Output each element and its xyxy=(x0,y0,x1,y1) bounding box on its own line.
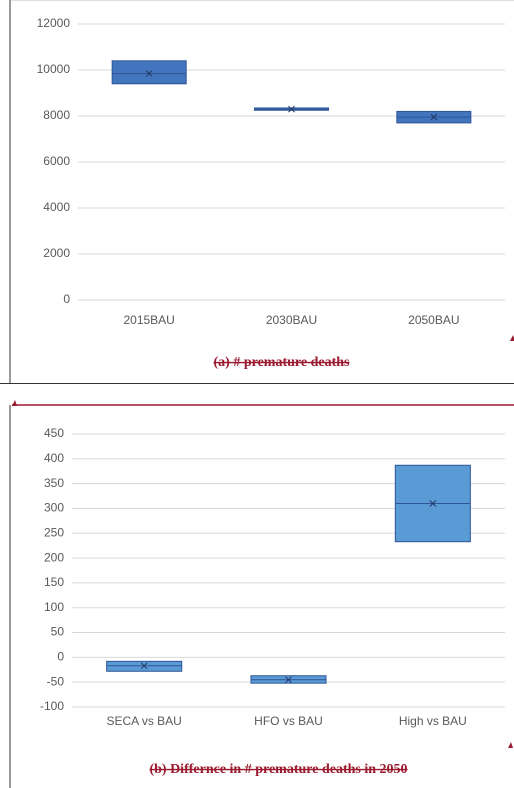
mean-marker xyxy=(430,113,438,121)
marker xyxy=(12,400,17,406)
y-tick-label: 10000 xyxy=(37,62,71,76)
y-tick-label: -50 xyxy=(47,674,65,688)
y-tick-label: 4000 xyxy=(43,200,70,214)
y-tick-label: 50 xyxy=(51,625,65,639)
mean-marker xyxy=(429,500,437,507)
x-tick-label: SECA vs BAU xyxy=(106,714,181,728)
y-tick-label: 6000 xyxy=(43,154,70,168)
x-tick-label: 2030BAU xyxy=(266,313,317,327)
y-tick-label: 0 xyxy=(57,650,64,664)
box xyxy=(111,60,187,85)
y-tick-label: 100 xyxy=(44,600,64,614)
y-tick-label: 350 xyxy=(44,476,64,490)
y-tick-label: 200 xyxy=(44,550,64,564)
caption: (b) Differnce in # premature deaths in 2… xyxy=(149,762,407,777)
marker xyxy=(508,742,513,748)
x-tick-label: HFO vs BAU xyxy=(254,714,323,728)
y-tick-label: 0 xyxy=(63,292,70,306)
y-tick-label: 300 xyxy=(44,501,64,515)
y-tick-label: 400 xyxy=(44,451,64,465)
x-tick-label: 2050BAU xyxy=(408,313,459,327)
x-tick-label: High vs BAU xyxy=(399,714,467,728)
y-tick-label: 450 xyxy=(44,426,64,440)
mean-marker xyxy=(140,662,148,670)
caption: (a) # premature deaths xyxy=(214,355,351,370)
mean-marker xyxy=(145,70,153,77)
y-tick-label: 8000 xyxy=(43,108,70,122)
y-tick-label: -100 xyxy=(40,699,64,713)
y-tick-label: 150 xyxy=(44,575,64,589)
y-tick-label: 12000 xyxy=(37,16,71,30)
y-tick-label: 250 xyxy=(44,525,64,539)
y-tick-label: 2000 xyxy=(43,246,70,260)
mean-marker xyxy=(285,676,292,684)
marker xyxy=(510,335,514,341)
x-tick-label: 2015BAU xyxy=(123,313,174,327)
mean-marker xyxy=(288,105,295,113)
